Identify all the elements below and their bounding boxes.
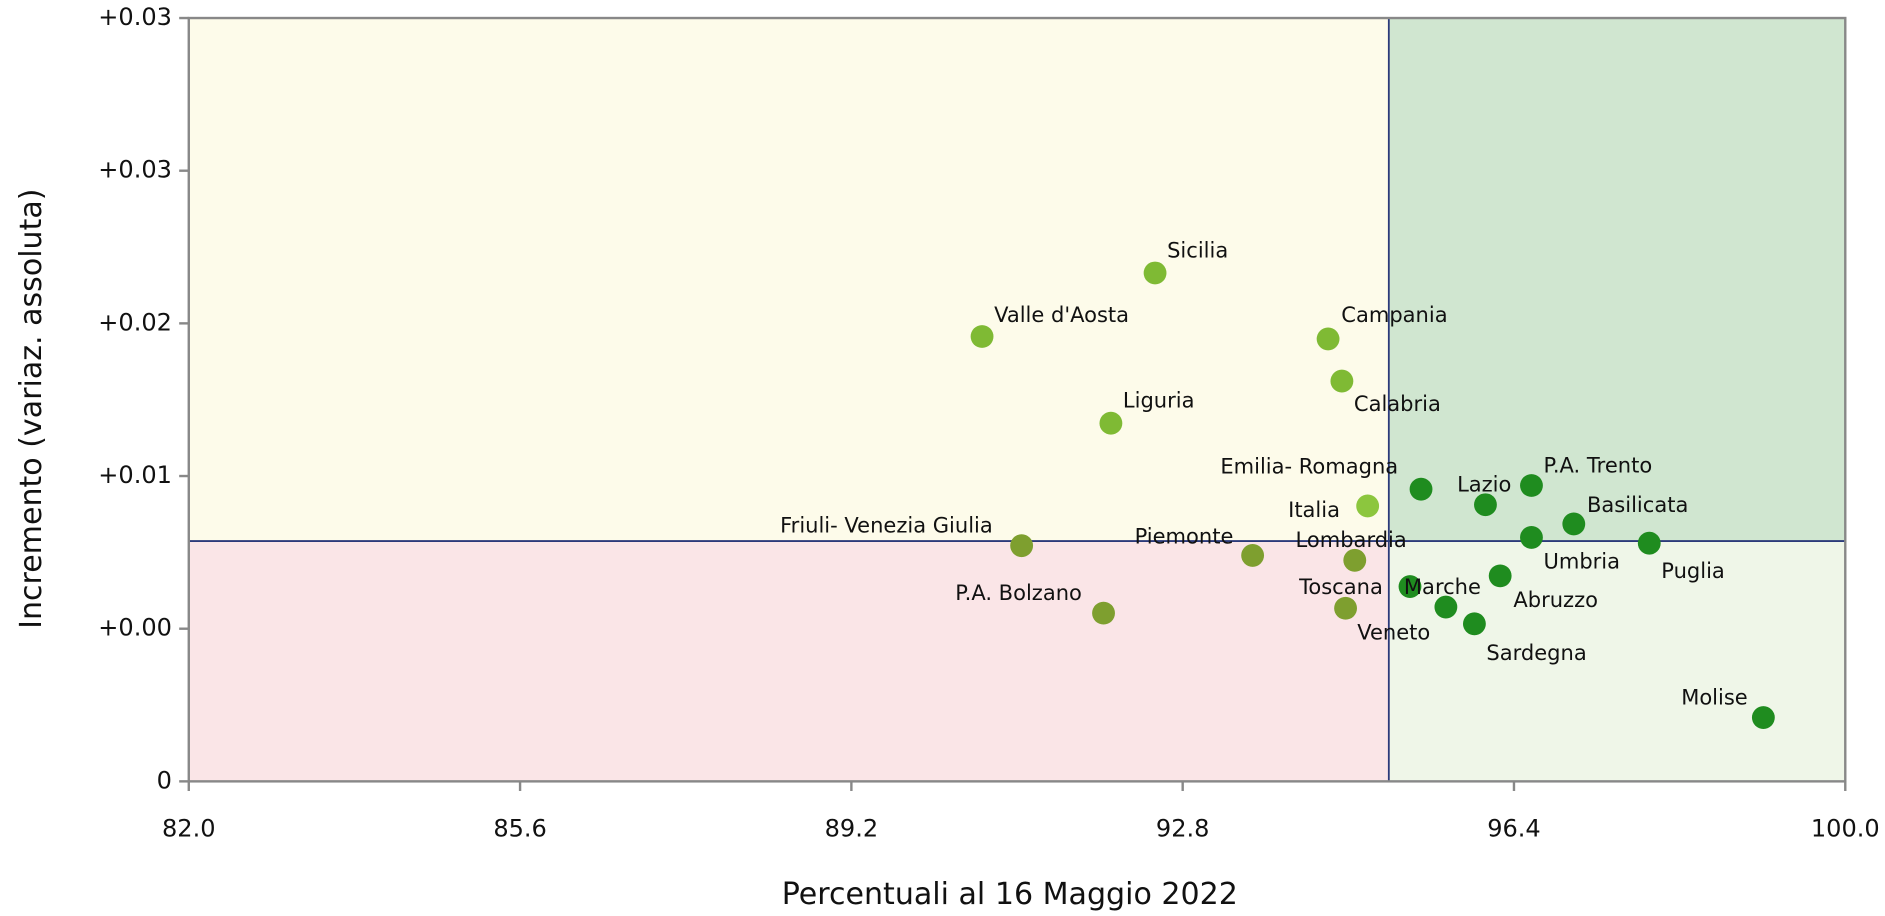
x-tick-label: 100.0 — [1811, 814, 1880, 842]
y-axis-title: Incremento (variaz. assoluta) — [14, 188, 49, 628]
point — [1316, 327, 1340, 351]
quadrant-top-right — [1388, 18, 1846, 542]
point — [1356, 494, 1380, 518]
point-label: Sardegna — [1486, 640, 1586, 665]
point — [1241, 543, 1265, 567]
point-label: Piemonte — [1135, 523, 1234, 548]
x-tick-label: 89.2 — [825, 814, 879, 842]
point — [1334, 596, 1357, 620]
point — [1488, 564, 1512, 588]
point-label: Abruzzo — [1513, 587, 1598, 612]
point — [1520, 474, 1543, 497]
point-label: Basilicata — [1587, 492, 1688, 517]
point-label: Marche — [1404, 574, 1481, 599]
point-label: Toscana — [1298, 574, 1383, 599]
point-label: Valle d'Aosta — [994, 302, 1129, 327]
point — [1343, 548, 1367, 572]
point — [1409, 477, 1433, 501]
point — [1010, 534, 1034, 558]
quadrant-bottom-left — [188, 541, 1389, 782]
point-label: P.A. Trento — [1543, 452, 1652, 477]
point — [1520, 525, 1543, 549]
point-label: Lombardia — [1296, 527, 1407, 552]
point — [970, 325, 994, 348]
point-label: Molise — [1681, 684, 1748, 709]
point-label: Sicilia — [1167, 237, 1228, 262]
x-tick-label: 82.0 — [162, 814, 216, 842]
point — [1562, 512, 1586, 536]
point — [1398, 575, 1422, 598]
x-tick-label: 96.4 — [1487, 814, 1541, 842]
point-label: Italia — [1288, 497, 1340, 522]
point-label: Puglia — [1661, 558, 1725, 583]
point-label: Campania — [1341, 302, 1447, 327]
point — [1434, 595, 1458, 619]
point — [1143, 261, 1167, 285]
point — [1751, 706, 1775, 729]
y-tick-label: +0.00 — [98, 614, 172, 642]
point — [1637, 531, 1661, 555]
point-label: Lazio — [1457, 471, 1511, 496]
point-label: Emilia- Romagna — [1220, 454, 1398, 479]
point — [1474, 493, 1497, 517]
x-axis-title: Percentuali al 16 Maggio 2022 — [782, 877, 1238, 912]
x-tick-label: 92.8 — [1156, 814, 1210, 842]
point — [1099, 411, 1123, 435]
y-tick-label: +0.03 — [98, 3, 172, 31]
x-tick-label: 85.6 — [493, 814, 547, 842]
point-label: P.A. Bolzano — [955, 580, 1082, 605]
point-label: Umbria — [1543, 549, 1620, 574]
y-tick-label: +0.02 — [98, 308, 172, 336]
plot-frame — [187, 16, 1847, 783]
point-label: Liguria — [1123, 388, 1195, 413]
y-tick-label: +0.01 — [98, 461, 172, 489]
point-label: Veneto — [1357, 619, 1430, 644]
quadrant-bottom-right — [1388, 541, 1846, 782]
point-label: Calabria — [1354, 391, 1441, 416]
y-tick-label: +0.03 — [98, 156, 172, 184]
point — [1462, 612, 1486, 636]
point-label: Friuli- Venezia Giulia — [780, 512, 993, 537]
quadrant-top-left — [188, 18, 1389, 542]
y-tick-label: 0 — [157, 766, 172, 794]
point — [1092, 601, 1115, 625]
point — [1330, 369, 1354, 393]
